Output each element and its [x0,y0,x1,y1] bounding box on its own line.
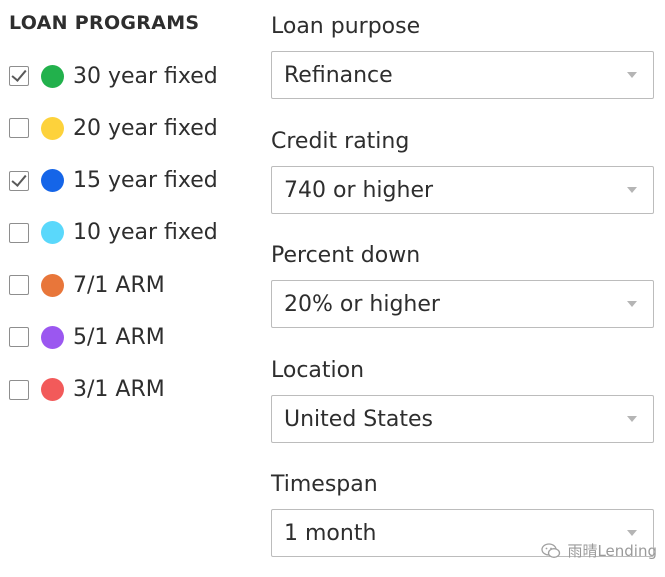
percent-down-select[interactable]: 20% or higher [271,280,654,328]
program-label: 5/1 ARM [73,324,165,350]
program-3-1-arm[interactable]: 3/1 ARM [9,372,218,408]
program-label: 3/1 ARM [73,377,165,403]
program-5-1-arm[interactable]: 5/1 ARM [9,319,218,355]
program-checkbox[interactable] [9,379,29,400]
program-20-year-fixed[interactable]: 20 year fixed [9,110,218,146]
percent-down-value: 20% or higher [284,291,440,317]
program-label: 20 year fixed [73,115,218,141]
program-checkbox[interactable] [9,118,29,139]
program-label: 30 year fixed [73,63,218,89]
credit-rating-select[interactable]: 740 or higher [271,166,654,214]
program-label: 10 year fixed [73,220,218,246]
program-checkbox[interactable] [9,66,29,86]
loan-purpose-label: Loan purpose [271,14,421,39]
program-checkbox[interactable] [9,170,29,191]
series-color-dot-icon [41,221,64,245]
chevron-down-icon [627,72,637,78]
loan-programs-list: 30 year fixed 20 year fixed 15 year fixe… [9,58,218,424]
watermark: 雨晴Lending [541,540,657,561]
series-color-dot-icon [41,116,64,140]
wechat-icon [541,542,561,558]
loan-programs-heading: LOAN PROGRAMS [9,12,200,34]
chevron-down-icon [627,301,637,307]
program-checkbox[interactable] [9,275,29,296]
program-15-year-fixed[interactable]: 15 year fixed [9,163,218,199]
series-color-dot-icon [41,64,64,88]
series-color-dot-icon [41,169,64,193]
program-checkbox[interactable] [9,327,29,348]
program-10-year-fixed[interactable]: 10 year fixed [9,215,218,251]
timespan-label: Timespan [271,472,378,497]
chevron-down-icon [627,187,637,193]
program-checkbox[interactable] [9,222,29,243]
chevron-down-icon [627,530,637,536]
series-color-dot-icon [41,325,64,349]
series-color-dot-icon [41,378,64,402]
percent-down-label: Percent down [271,243,421,268]
timespan-select[interactable]: 1 month [271,509,654,557]
timespan-value: 1 month [284,520,377,546]
program-label: 15 year fixed [73,168,218,194]
loan-purpose-select[interactable]: Refinance [271,51,654,99]
program-label: 7/1 ARM [73,272,165,298]
loan-purpose-value: Refinance [284,62,393,88]
location-label: Location [271,358,365,383]
series-color-dot-icon [41,273,64,297]
credit-rating-value: 740 or higher [284,177,434,203]
credit-rating-label: Credit rating [271,129,410,154]
location-value: United States [284,406,433,432]
program-7-1-arm[interactable]: 7/1 ARM [9,267,218,303]
location-select[interactable]: United States [271,395,654,443]
watermark-text: 雨晴Lending [567,542,657,560]
chevron-down-icon [627,416,637,422]
program-30-year-fixed[interactable]: 30 year fixed [9,58,218,94]
